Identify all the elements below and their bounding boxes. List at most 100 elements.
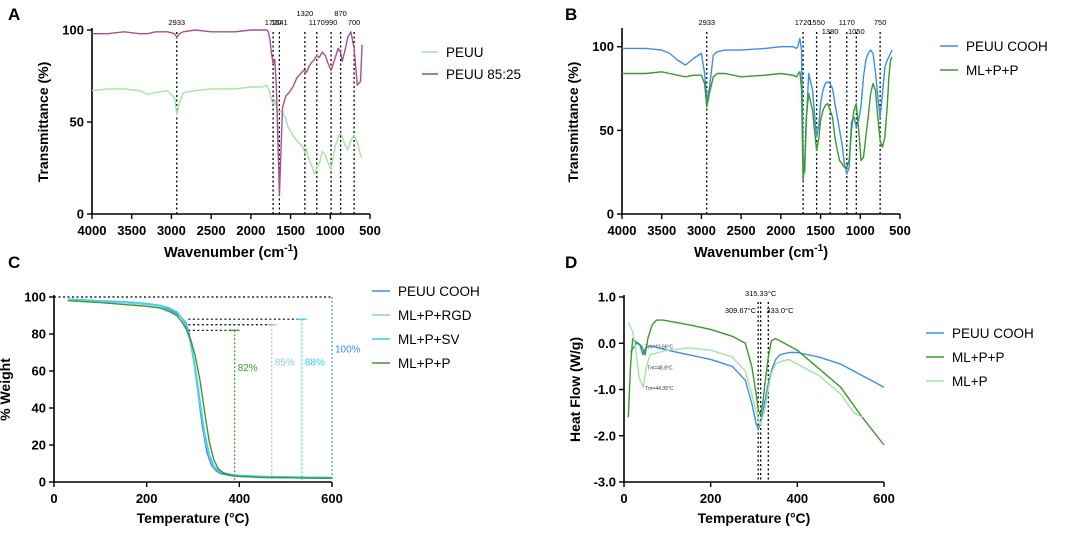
- legend-label: PEUU 85:25: [446, 67, 521, 82]
- peak-label: 315.33°C: [745, 289, 777, 298]
- panel-letter: C: [8, 253, 20, 272]
- x-tick-label: 500: [359, 223, 381, 238]
- legend: PEUU COOH ML+P+RGD ML+P+SV ML+P+P: [372, 284, 480, 371]
- melting-temp-label: Tm=48.8°C: [647, 365, 673, 371]
- series-line-peuu-cooh: [67, 300, 333, 479]
- x-tick-label: 3000: [157, 223, 186, 238]
- y-tick-label: 100: [592, 39, 614, 54]
- x-tick-label: 600: [873, 491, 895, 506]
- y-axis-label: % Weight: [0, 358, 13, 421]
- legend-label: PEUU COOH: [398, 284, 480, 299]
- series-line-peuu-cooh: [622, 37, 893, 175]
- legend-label: PEUU COOH: [952, 326, 1034, 341]
- peak-label: 1550: [808, 18, 825, 27]
- legend-label: ML+P+P: [398, 356, 451, 371]
- legend-label: ML+P+SV: [398, 332, 460, 347]
- weight-loss-label: 88%: [305, 357, 325, 368]
- x-tick-label: 3500: [647, 223, 676, 238]
- x-tick-label: 3500: [117, 223, 146, 238]
- x-tick-label: 0: [50, 491, 57, 506]
- melting-temp-label: Tm=44.35°C: [645, 386, 674, 392]
- peak-label: 309.67°C: [725, 306, 757, 315]
- x-tick-label: 1500: [806, 223, 835, 238]
- chart-panel-b: B 4000 3500 3000 2500 2000 1500 1000 500 0 50 100 Wa…: [565, 5, 1048, 261]
- series-line-ml-p-p: [627, 319, 885, 446]
- x-tick-label: 2000: [236, 223, 265, 238]
- x-tick-label: 2500: [197, 223, 226, 238]
- chart-panel-a: A 4000 3500 3000 2500 2000 1500 1000 500 0 50 100 Wa…: [8, 5, 521, 261]
- x-tick-label: 1500: [276, 223, 305, 238]
- series-group: [627, 319, 885, 446]
- peak-label: 700: [348, 18, 361, 27]
- y-tick-label: 100: [24, 290, 46, 305]
- y-axis-label: Heat Flow (W/g): [567, 337, 583, 442]
- legend-label: ML+P+P: [952, 350, 1005, 365]
- weight-loss-label: 85%: [275, 357, 295, 368]
- series-line-peuu: [91, 84, 363, 175]
- legend: PEUU COOH ML+P+P ML+P: [926, 326, 1034, 389]
- x-axis-label: Temperature (°C): [698, 510, 811, 526]
- y-tick-label: 50: [600, 123, 614, 138]
- legend-label: ML+P: [952, 374, 988, 389]
- legend-label: PEUU COOH: [966, 39, 1048, 54]
- peak-label: 1641: [271, 18, 288, 27]
- series-group: [67, 298, 333, 479]
- peak-label: 1170: [839, 18, 855, 27]
- y-tick-label: 80: [32, 327, 46, 342]
- series-group: [622, 37, 893, 182]
- x-tick-label: 4000: [78, 223, 107, 238]
- x-axis-label-superscript: -1: [814, 243, 823, 254]
- series-group: [91, 29, 363, 197]
- x-tick-label: 0: [620, 491, 627, 506]
- y-axis-label: Transmittance (%): [565, 62, 581, 183]
- x-axis-label: Wavenumber (cm-1): [164, 243, 298, 261]
- legend: PEUU PEUU 85:25: [422, 45, 521, 82]
- y-tick-label: 0: [39, 475, 46, 490]
- x-tick-label: 3000: [687, 223, 716, 238]
- legend-label: ML+P+P: [966, 63, 1019, 78]
- y-tick-label: 60: [32, 364, 46, 379]
- x-axis-label-main: Wavenumber (cm: [694, 245, 814, 261]
- x-tick-label: 2000: [766, 223, 795, 238]
- peak-label: 1320: [297, 9, 314, 18]
- y-tick-label: 20: [32, 438, 46, 453]
- x-axis-label: Wavenumber (cm-1): [694, 243, 828, 261]
- weight-loss-label: 82%: [238, 363, 258, 374]
- x-tick-label: 200: [136, 491, 158, 506]
- y-tick-label: -1.0: [594, 382, 616, 397]
- peak-label: 750: [874, 18, 887, 27]
- y-tick-label: -2.0: [594, 428, 616, 443]
- y-tick-label: 40: [32, 401, 46, 416]
- x-axis-label-main: Wavenumber (cm: [164, 245, 284, 261]
- weight-loss-label: 100%: [335, 345, 361, 356]
- series-line-ml-p-sv: [67, 298, 333, 479]
- x-axis-label: Temperature (°C): [137, 510, 250, 526]
- peak-label: 1170: [309, 18, 325, 27]
- x-axis-label-end: ): [823, 245, 828, 261]
- y-tick-label: -3.0: [594, 475, 616, 490]
- chart-panel-c: C 0 200 400 600 0 20 40 60 80 100 Temperature (°C)%…: [0, 253, 480, 526]
- peak-label: 1720: [265, 18, 282, 27]
- y-tick-label: 100: [62, 23, 84, 38]
- legend: PEUU COOH ML+P+P: [940, 39, 1048, 78]
- y-tick-label: 0: [607, 207, 614, 222]
- series-line-ml-p-rgd: [67, 300, 333, 479]
- peak-label: 333.0°C: [766, 306, 794, 315]
- x-tick-label: 200: [700, 491, 722, 506]
- y-tick-label: 1.0: [598, 290, 616, 305]
- series-line-peuu-85-25: [92, 29, 363, 197]
- panel-letter: B: [565, 5, 577, 24]
- chart-panel-d: D 0 200 400 600 -3.0 -2.0 -1.0 0.0 1.0 Temperature…: [565, 253, 1034, 526]
- x-tick-label: 400: [786, 491, 808, 506]
- peak-label: 1050: [848, 27, 865, 36]
- peak-label: 990: [325, 18, 338, 27]
- y-tick-label: 0: [77, 207, 84, 222]
- peak-label: 870: [334, 9, 347, 18]
- peak-label: 2933: [698, 18, 715, 27]
- y-tick-label: 50: [70, 115, 84, 130]
- legend-label: PEUU: [446, 45, 484, 60]
- x-tick-label: 4000: [608, 223, 637, 238]
- x-tick-label: 400: [228, 491, 250, 506]
- peak-label: 1720: [795, 18, 812, 27]
